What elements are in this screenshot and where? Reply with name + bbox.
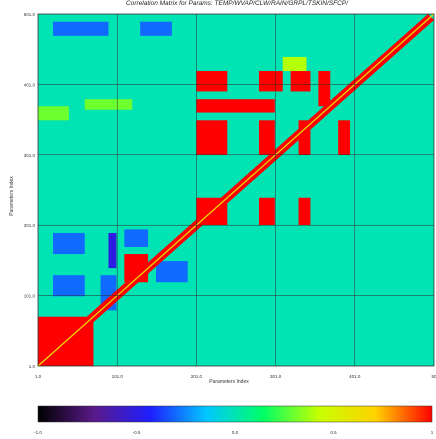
colorbar-tick-label: 0.5 [330,430,337,435]
heatmap-cell [258,197,275,226]
heatmap-cell [338,120,351,155]
heatmap-cell [196,71,228,92]
heatmap-cell [108,232,117,269]
heatmap-cell [53,21,109,36]
chart-title: Correlation Matrix for Params: TEMP/WVAP… [126,0,348,7]
y-tick-label: 501.0 [24,12,36,17]
y-tick-label: 201.0 [24,223,36,228]
heatmap-cell [84,99,133,110]
y-tick-label: 301.0 [24,153,36,158]
heatmap-cell [290,71,311,92]
colorbar-tick-label: -0.5 [133,430,141,435]
heatmap-cell [298,197,311,226]
y-tick-label: 1.0 [29,364,36,369]
x-tick-label: 401.0 [349,374,361,379]
x-tick-label: 101.0 [112,374,124,379]
heatmap-cell [258,71,283,92]
heatmap-cell [282,56,307,72]
heatmap-cell [38,106,69,121]
colorbar-tick-label: 1 [431,430,434,435]
heatmap-cell [140,21,172,36]
heatmap-cell [196,120,228,155]
heatmap-cell [156,261,188,283]
x-tick-label: 201.0 [191,374,203,379]
plot-frame [37,13,435,367]
heatmap-cell [53,232,85,255]
heatmap-diagonal-core [37,13,435,367]
heatmap-cell [124,229,149,248]
heatmap-cell [196,99,275,113]
y-tick-label: 101.0 [24,294,36,299]
heatmap-cell [318,71,331,107]
x-tick-label: 1.0 [35,374,42,379]
colorbar-tick-label: 0.0 [232,430,239,435]
y-axis-label: Parameters Index [9,176,15,216]
colorbar-tick-label: -1.0 [34,430,42,435]
x-tick-label: 301.0 [270,374,282,379]
x-axis-label: Parameters Index [209,379,249,385]
colorbar [37,405,433,423]
heatmap-cell [258,120,275,155]
y-tick-label: 401.0 [24,82,36,87]
x-tick-label: 50 [431,374,436,379]
heatmap-cell [298,120,311,155]
heatmap-cell [53,275,85,297]
